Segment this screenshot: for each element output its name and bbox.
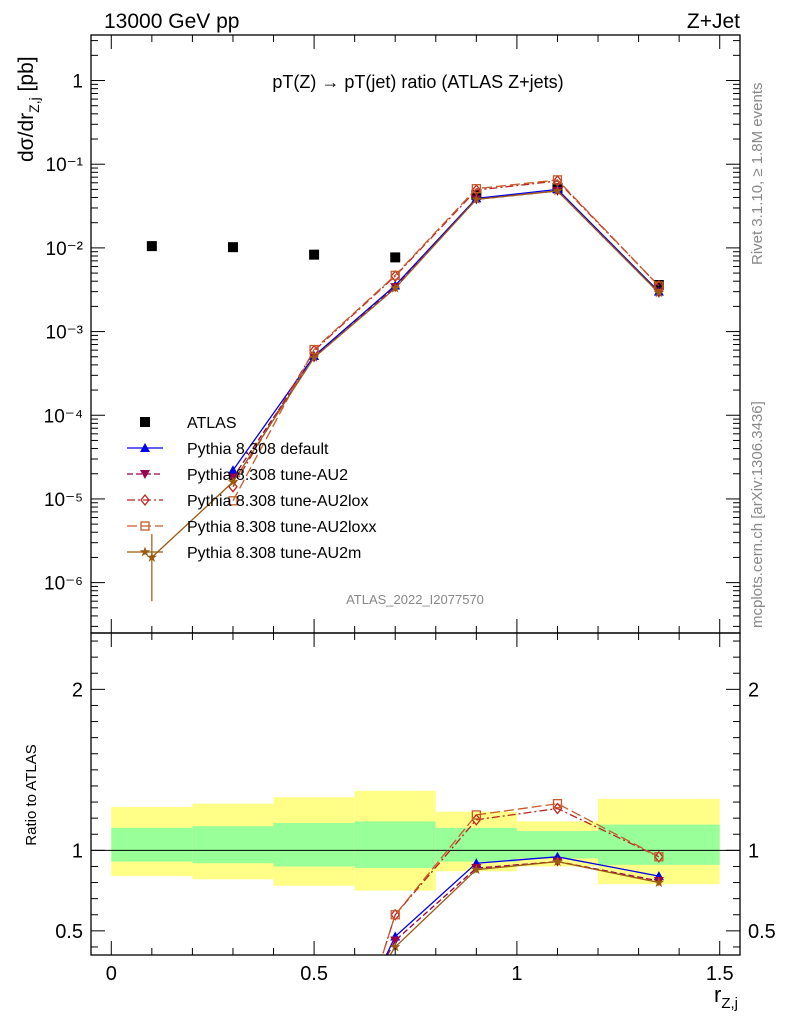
ratio-xlabel: rZ,j xyxy=(714,982,738,1012)
y-tick-label: 10⁻² xyxy=(46,239,84,260)
series-pythia-8-308-default xyxy=(227,184,664,475)
data-point xyxy=(390,252,401,263)
series-line xyxy=(232,190,660,478)
y-tick-label: 1 xyxy=(72,72,83,93)
main-ylabel: dσ/drZ,j [pb] xyxy=(15,56,42,162)
legend-entry: Pythia 8.308 tune-AU2m xyxy=(127,545,361,562)
legend-marker xyxy=(140,521,150,531)
data-point xyxy=(308,352,320,362)
y-tick-label: 10⁻³ xyxy=(46,323,84,344)
main-frame xyxy=(90,34,741,634)
data-point xyxy=(552,185,563,196)
ratio-line xyxy=(386,860,660,955)
legend-marker xyxy=(139,546,151,557)
ratio-point xyxy=(471,864,482,875)
legend-entry: Pythia 8.308 tune-AU2loxx xyxy=(127,519,376,536)
ratio-point xyxy=(552,802,563,815)
ratio-inner-band xyxy=(435,827,517,862)
ratio-point xyxy=(390,908,401,921)
ratio-y-tick-label: 1 xyxy=(72,840,83,862)
ratio-inner-band xyxy=(192,826,274,864)
legend-marker xyxy=(140,493,150,507)
mcplots-label: mcplots.cern.ch [arXiv:1306.3436] xyxy=(749,401,766,628)
ratio-line xyxy=(381,803,660,955)
data-point xyxy=(471,184,481,194)
ratio-frame xyxy=(90,632,741,956)
x-tick-label: 0 xyxy=(106,963,117,985)
data-point xyxy=(146,241,157,252)
data-point xyxy=(227,476,239,487)
watermark: ATLAS_2022_I2077570 xyxy=(346,592,484,607)
x-tick-label: 0.5 xyxy=(300,963,328,985)
series-line xyxy=(232,179,660,502)
legend-marker xyxy=(140,470,150,479)
data-point xyxy=(471,193,482,204)
data-point xyxy=(227,465,238,475)
data-point xyxy=(653,287,665,298)
legend-entry: Pythia 8.308 tune-AU2lox xyxy=(127,493,368,510)
ratio-y-tick-label-right: 2 xyxy=(748,679,759,701)
data-point xyxy=(228,496,238,506)
ratio-point xyxy=(654,850,664,863)
y-tick-label: 10⁻¹ xyxy=(46,155,84,176)
legend-label: Pythia 8.308 tune-AU2 xyxy=(187,467,348,484)
legend-label: Pythia 8.308 default xyxy=(187,441,329,458)
legend-label: Pythia 8.308 tune-AU2m xyxy=(187,545,361,562)
data-point xyxy=(552,175,563,185)
ratio-inner-band xyxy=(111,827,193,862)
data-point xyxy=(653,280,664,291)
ratio-point xyxy=(471,810,481,820)
y-tick-label: 10⁻⁵ xyxy=(44,490,83,511)
main-title: pT(Z) → pT(jet) ratio (ATLAS Z+jets) xyxy=(272,72,563,92)
data-point xyxy=(227,242,238,253)
y-tick-label: 10⁻⁶ xyxy=(44,574,83,595)
ratio-y-tick-label: 2 xyxy=(72,679,83,701)
ratio-inner-band xyxy=(598,824,720,865)
legend-marker xyxy=(140,443,150,452)
legend-entry: ATLAS xyxy=(140,415,237,432)
ratio-point xyxy=(653,877,665,887)
ratio-point xyxy=(390,910,400,920)
plot-content: 10⁻⁶ 10⁻⁵ 10⁻⁴ 10⁻³ 10⁻² 10⁻¹ 1 0 0.5 1 1.5 0.5 0.5 1… xyxy=(15,34,776,1012)
legend-entry: Pythia 8.308 default xyxy=(127,441,329,458)
series-pythia-8-308-tune-au2loxx xyxy=(228,175,664,506)
legend-label: Pythia 8.308 tune-AU2loxx xyxy=(187,519,376,536)
x-tick-label: 1 xyxy=(511,963,522,985)
ratio-point xyxy=(390,941,401,952)
ratio-inner-band xyxy=(273,822,355,867)
ratio-series-pythia-8-308-tune-au2loxx xyxy=(381,799,664,955)
ratio-y-tick-label-right: 1 xyxy=(748,840,759,862)
legend-marker xyxy=(140,417,150,427)
legend-entry: Pythia 8.308 tune-AU2 xyxy=(127,467,348,484)
data-point xyxy=(390,282,401,293)
rivet-label: Rivet 3.1.10, ≥ 1.8M events xyxy=(749,83,766,266)
ratio-point xyxy=(552,856,563,867)
legend-label: Pythia 8.308 tune-AU2lox xyxy=(187,493,368,510)
data-point xyxy=(390,270,401,283)
header-left: 13000 GeV pp xyxy=(104,10,239,33)
legend-label: ATLAS xyxy=(187,415,237,432)
header-right: Z+Jet xyxy=(687,10,740,33)
ratio-y-tick-label-right: 0.5 xyxy=(748,921,776,943)
ratio-point xyxy=(654,852,664,862)
data-point xyxy=(390,270,400,280)
data-point xyxy=(309,249,320,260)
ratio-inner-band xyxy=(354,821,436,869)
ratio-point xyxy=(552,799,563,809)
x-tick-label: 1.5 xyxy=(706,963,734,985)
ratio-ylabel: Ratio to ATLAS xyxy=(23,744,40,845)
y-tick-label: 10⁻⁴ xyxy=(44,406,83,427)
ratio-point xyxy=(390,936,401,946)
ratio-y-tick-label: 0.5 xyxy=(55,921,83,943)
ratio-series-pythia-8-308-tune-au2m xyxy=(389,856,665,955)
